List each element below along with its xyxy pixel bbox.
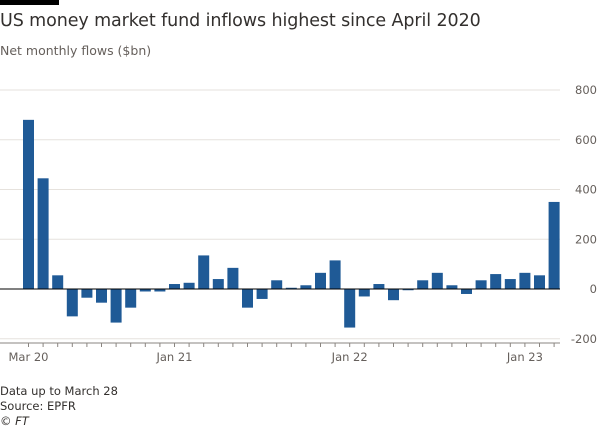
bar-2020-12: [154, 289, 166, 292]
bar-2022-01: [344, 289, 356, 328]
bar-2022-09: [461, 289, 472, 294]
bar-2022-10: [475, 280, 487, 289]
bar-2021-06: [242, 289, 253, 308]
bar-2022-05: [402, 289, 414, 291]
bar-2021-05: [227, 267, 239, 289]
bar-2022-06: [417, 280, 429, 289]
bar-2020-07: [81, 289, 93, 298]
bar-2021-04: [212, 279, 224, 289]
bar-2022-03: [373, 284, 385, 289]
bar-2021-08: [271, 280, 283, 289]
bar-2021-02: [183, 282, 195, 289]
y-tick-label: 400: [575, 183, 597, 197]
footer-credit: © FT: [0, 414, 29, 428]
bar-2021-09: [285, 287, 297, 289]
bar-2023-01: [519, 272, 531, 289]
chart-subtitle: Net monthly flows ($bn): [0, 43, 152, 58]
y-axis-tick-labels: -200 0 200 400 600 800: [571, 83, 597, 346]
y-tick-label: -200: [571, 332, 597, 346]
bar-2022-12: [504, 279, 516, 289]
bar-2022-07: [431, 272, 443, 289]
bar-2023-02: [534, 275, 545, 289]
bar-2022-02: [358, 289, 370, 297]
bar-2020-10: [125, 289, 137, 308]
bar-2021-01: [169, 284, 180, 289]
bar-2020-11: [139, 289, 151, 292]
x-tick-label: Mar 20: [9, 350, 49, 364]
bars: [23, 119, 560, 328]
bar-2021-03: [198, 255, 210, 289]
bar-2020-09: [110, 289, 122, 323]
bar-2021-10: [300, 285, 312, 289]
x-tick-label: Jan 23: [506, 350, 543, 364]
bar-2023-03: [548, 201, 560, 289]
bar-2020-04: [37, 178, 49, 289]
bar-2020-08: [96, 289, 107, 303]
x-tick-label: Jan 21: [155, 350, 192, 364]
footer-source: Source: EPFR: [0, 399, 76, 413]
y-tick-label: 200: [575, 232, 597, 246]
y-tick-label: 600: [575, 133, 597, 147]
x-axis: Mar 20 Jan 21 Jan 22 Jan 23: [0, 342, 560, 364]
bar-2021-12: [329, 260, 341, 289]
bar-2022-04: [388, 289, 399, 301]
bar-2020-03: [23, 119, 34, 289]
bar-2020-05: [52, 275, 64, 289]
footer-note: Data up to March 28: [0, 384, 118, 398]
gridlines: [0, 89, 560, 340]
y-tick-label: 800: [575, 83, 597, 97]
bar-chart: -200 0 200 400 600 800 Mar 20 Jan 21 Jan 22 Jan …: [0, 83, 597, 364]
ft-top-accent-bar: [0, 0, 59, 5]
bar-2021-07: [256, 289, 268, 299]
x-tick-label: Jan 22: [331, 350, 368, 364]
bar-2020-06: [66, 289, 78, 317]
chart-title: US money market fund inflows highest sin…: [0, 11, 481, 31]
y-tick-label: 0: [590, 282, 597, 296]
bar-2022-08: [446, 285, 458, 289]
bar-2021-11: [315, 272, 326, 289]
bar-2022-11: [490, 274, 502, 289]
